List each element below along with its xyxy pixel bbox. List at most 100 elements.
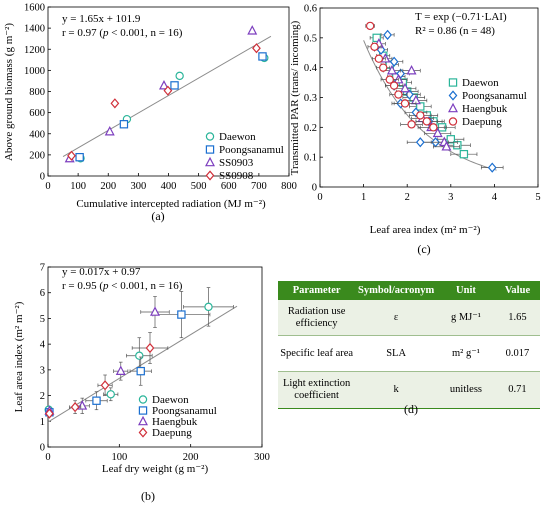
y-tick-label: 200 [29, 150, 45, 161]
data-point [422, 117, 432, 126]
x-tick-label: 0 [317, 192, 322, 203]
data-point [135, 351, 144, 360]
table-header-cell: Unit [436, 281, 495, 300]
table-cell: k [355, 371, 437, 409]
data-point [459, 149, 469, 159]
legend-label: Poongsanamul [462, 90, 527, 102]
data-point [252, 43, 261, 54]
legend-marker [205, 145, 215, 154]
x-tick-label: 200 [183, 452, 199, 463]
data-point [104, 125, 115, 136]
legend-marker [205, 170, 215, 181]
data-point [119, 120, 129, 129]
data-point [106, 390, 115, 399]
x-tick-label: 800 [281, 181, 297, 192]
x-tick-label: 700 [251, 181, 267, 192]
fit-equation: y = 0.017x + 0.97 [62, 266, 141, 278]
plot-frame [47, 266, 263, 448]
data-point [204, 302, 213, 312]
data-point [370, 42, 379, 51]
data-point [92, 396, 101, 405]
table-header-cell: Value [494, 281, 540, 300]
data-point [177, 310, 186, 319]
panel-label-d: (d) [404, 402, 418, 416]
x-tick-label: 100 [70, 181, 86, 192]
data-point [158, 80, 169, 90]
data-point [247, 25, 258, 35]
data-point [45, 408, 54, 419]
table-cell: 0.017 [494, 335, 540, 372]
table-cell: Light extinction coefficient [278, 371, 356, 409]
table-cell: Specific leaf area [278, 335, 356, 372]
table-cell: g MJ⁻¹ [436, 300, 495, 336]
legend-marker [448, 78, 458, 87]
data-point [415, 137, 425, 148]
legend-label: Daepung [462, 116, 502, 128]
fit-line [62, 35, 272, 157]
table-header-row: Parameter Symbol/acronym Unit Value [278, 281, 540, 300]
data-point [100, 380, 110, 391]
legend-marker [205, 132, 215, 141]
fit-statistics: r = 0.97 (p < 0.001, n = 16) [62, 27, 183, 39]
data-point [385, 75, 394, 84]
fit-curve [363, 40, 497, 171]
x-axis-label: Leaf area index (m² m⁻²) [370, 224, 481, 236]
y-tick-label: 5 [40, 314, 45, 325]
y-tick-label: 0 [40, 443, 45, 454]
data-point [258, 52, 267, 61]
legend-marker [205, 156, 215, 167]
x-tick-label: 600 [221, 181, 237, 192]
y-tick-label: 3 [40, 365, 45, 376]
legend-label: Daewon [152, 394, 189, 406]
y-tick-label: 2 [40, 391, 45, 402]
table-row: Light extinction coefficient k unitless … [278, 371, 540, 409]
data-point [429, 123, 438, 132]
y-tick-label: 1000 [24, 66, 45, 77]
data-point [70, 402, 80, 413]
chart-panel-a: 0 100 200 300 400 500 600 700 800 0 200 400 600 800 10… [3, 3, 297, 224]
data-point [175, 71, 184, 81]
y-tick-label: 1600 [24, 3, 45, 14]
y-tick-label: 4 [40, 340, 46, 351]
y-axis-label: Leaf area index (m² m⁻²) [13, 301, 25, 412]
x-axis-label: Cumulative intercepted radiation (MJ m⁻²… [76, 198, 266, 210]
y-tick-label: 0.3 [304, 93, 317, 104]
panel-label-c: (c) [417, 242, 430, 256]
data-point [365, 21, 375, 31]
y-tick-label: 400 [29, 129, 45, 140]
data-point [145, 342, 155, 354]
y-tick-label: 0.2 [304, 123, 317, 134]
panel-label-a: (a) [151, 209, 164, 223]
table-row: Specific leaf area SLA m² g⁻¹ 0.017 [278, 335, 540, 372]
fit-line [47, 305, 238, 423]
data-point [110, 98, 120, 109]
data-point [446, 135, 456, 144]
y-tick-label: 600 [29, 108, 45, 119]
data-point [136, 366, 145, 376]
legend-label: SS0908 [219, 170, 254, 182]
data-point [376, 44, 386, 55]
data-point [150, 306, 160, 316]
y-tick-label: 800 [29, 87, 45, 98]
table-cell: unitless [436, 371, 495, 409]
x-tick-label: 3 [448, 192, 453, 203]
data-point [411, 107, 421, 118]
table-cell: m² g⁻¹ [436, 335, 495, 372]
data-point [416, 102, 425, 111]
x-tick-label: 400 [161, 181, 177, 192]
y-tick-label: 0.5 [304, 33, 317, 44]
x-tick-label: 0 [45, 452, 50, 463]
y-tick-label: 1400 [24, 24, 45, 35]
data-point [400, 99, 410, 108]
data-point [406, 64, 417, 75]
data-point [389, 81, 399, 90]
data-point [383, 29, 392, 40]
data-point [379, 63, 388, 72]
y-tick-label: 0.4 [304, 63, 318, 74]
fit-statistics: r = 0.95 (p < 0.001, n = 16) [62, 280, 183, 292]
legend-marker [138, 406, 148, 415]
x-tick-label: 300 [131, 181, 147, 192]
y-tick-label: 7 [40, 263, 45, 274]
y-tick-label: 0.6 [304, 4, 317, 15]
